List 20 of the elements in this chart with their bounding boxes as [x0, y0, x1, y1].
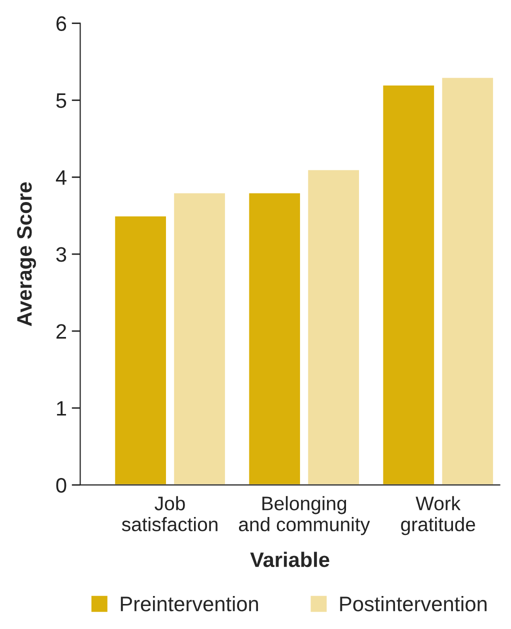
bar	[382, 84, 436, 485]
x-tick-label: Job satisfaction	[122, 496, 218, 532]
bar	[248, 192, 302, 485]
y-tick-label: 3	[56, 247, 66, 262]
bar	[440, 76, 494, 485]
x-axis-title: Variable	[250, 552, 330, 568]
y-tick-label: 5	[56, 93, 66, 108]
legend-label: Postintervention	[340, 596, 487, 612]
bar	[172, 192, 226, 485]
bar	[306, 168, 360, 485]
y-tick-label: 4	[56, 170, 66, 185]
x-tick-label: Belonging and community	[238, 496, 370, 536]
y-tick-label: 1	[57, 401, 66, 416]
y-axis-title: Average Score	[17, 182, 36, 326]
legend-label: Preintervention	[120, 596, 258, 612]
y-tick-label: 2	[56, 324, 66, 339]
x-tick-label: Work gratitude	[401, 496, 476, 536]
bar	[114, 214, 168, 485]
y-tick-label: 0	[56, 478, 66, 493]
y-tick-label: 6	[56, 16, 66, 32]
